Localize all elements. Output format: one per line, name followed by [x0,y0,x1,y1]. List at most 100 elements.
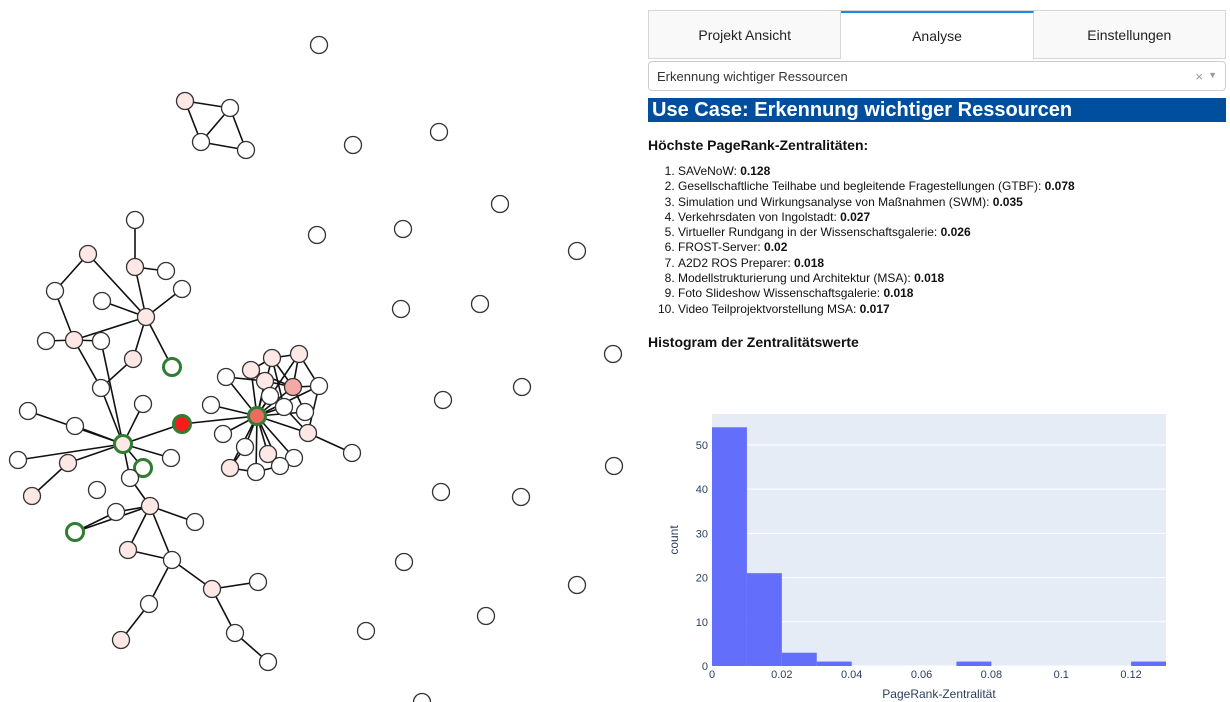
graph-node[interactable] [307,225,327,245]
histogram-bar[interactable] [746,573,782,666]
graph-node[interactable] [262,348,282,368]
clear-icon[interactable]: × [1195,69,1203,84]
histogram-bar[interactable] [712,427,747,666]
graph-node[interactable] [18,401,38,421]
graph-node[interactable] [289,344,309,364]
graph-node[interactable] [65,522,85,542]
graph-node[interactable] [64,330,84,350]
graph-node[interactable] [36,331,56,351]
histogram-bar[interactable] [816,661,852,666]
graph-node[interactable] [175,91,195,111]
graph-node[interactable] [91,378,111,398]
graph-node[interactable] [429,122,449,142]
graph-node[interactable] [309,376,329,396]
graph-node[interactable] [476,606,496,626]
graph-node[interactable] [106,502,126,522]
tab-einstellungen[interactable]: Einstellungen [1033,11,1225,59]
graph-node[interactable] [191,132,211,152]
graph-node[interactable] [125,210,145,230]
graph-node[interactable] [202,579,222,599]
graph-node[interactable] [162,357,182,377]
graph-node[interactable] [247,406,267,426]
histogram-chart[interactable]: 0 10 20 30 40 50 0 0.02 0.04 0.06 0.08 0.1 0.12 PageR… [648,402,1226,702]
tab-projekt-ansicht[interactable]: Projekt Ansicht [649,11,842,59]
graph-node[interactable] [8,450,28,470]
graph-node[interactable] [284,448,304,468]
graph-node[interactable] [391,299,411,319]
graph-node[interactable] [220,458,240,478]
graph-node[interactable] [356,621,376,641]
network-graph[interactable] [0,0,640,702]
graph-node[interactable] [274,397,294,417]
use-case-dropdown[interactable]: Erkennung wichtiger Ressourcen × ▼ [648,61,1226,91]
histogram-bar[interactable] [1131,661,1166,666]
graph-node[interactable] [120,468,140,488]
graph-node[interactable] [433,390,453,410]
graph-node[interactable] [162,550,182,570]
graph-node[interactable] [185,512,205,532]
graph-node[interactable] [603,344,623,364]
graph-node[interactable] [201,395,221,415]
graph-node[interactable] [567,241,587,261]
graph-node[interactable] [133,394,153,414]
graph-node[interactable] [604,456,624,476]
graph-node[interactable] [136,307,156,327]
graph-node[interactable] [213,424,233,444]
graph-node[interactable] [118,540,138,560]
graph-node[interactable] [236,140,256,160]
graph-node[interactable] [113,434,133,454]
histogram-bar[interactable] [781,652,817,666]
graph-node[interactable] [258,444,278,464]
graph-node[interactable] [309,35,329,55]
y-tick-label: 10 [696,617,708,629]
graph-nodes[interactable] [8,35,624,702]
graph-node[interactable] [248,572,268,592]
graph-node[interactable] [567,575,587,595]
graph-node[interactable] [283,377,303,397]
graph-node[interactable] [220,98,240,118]
graph-node[interactable] [172,279,192,299]
graph-node[interactable] [125,257,145,277]
tab-analyse[interactable]: Analyse [841,11,1034,59]
graph-node[interactable] [111,630,131,650]
graph-node[interactable] [92,291,112,311]
graph-node[interactable] [512,377,532,397]
graph-node[interactable] [260,386,280,406]
graph-edge [73,339,102,389]
graph-node[interactable] [393,219,413,239]
graph-node[interactable] [225,623,245,643]
graph-node[interactable] [235,437,255,457]
graph-node[interactable] [246,462,266,482]
graph-node[interactable] [91,331,111,351]
graph-node[interactable] [161,448,181,468]
graph-node[interactable] [258,652,278,672]
graph-node[interactable] [470,294,490,314]
graph-node[interactable] [65,416,85,436]
graph-node[interactable] [295,402,315,422]
network-graph-canvas[interactable] [0,0,640,702]
graph-node[interactable] [87,480,107,500]
graph-node[interactable] [412,692,432,702]
graph-node[interactable] [270,456,290,476]
graph-node[interactable] [140,496,160,516]
histogram-bar[interactable] [956,661,992,666]
graph-node[interactable] [139,594,159,614]
graph-node[interactable] [342,443,362,463]
chevron-down-icon[interactable]: ▼ [1208,70,1217,80]
graph-node[interactable] [394,552,414,572]
graph-node[interactable] [511,487,531,507]
graph-node[interactable] [58,453,78,473]
selected-node[interactable] [172,414,192,434]
graph-node[interactable] [123,349,143,369]
graph-node[interactable] [22,486,42,506]
graph-node[interactable] [45,281,65,301]
graph-node[interactable] [156,261,176,281]
graph-node[interactable] [343,135,363,155]
graph-node[interactable] [133,458,153,478]
graph-node[interactable] [298,423,318,443]
graph-node[interactable] [241,360,261,380]
graph-node[interactable] [490,194,510,214]
graph-node[interactable] [78,244,98,264]
graph-node[interactable] [216,367,236,387]
graph-node[interactable] [431,482,451,502]
